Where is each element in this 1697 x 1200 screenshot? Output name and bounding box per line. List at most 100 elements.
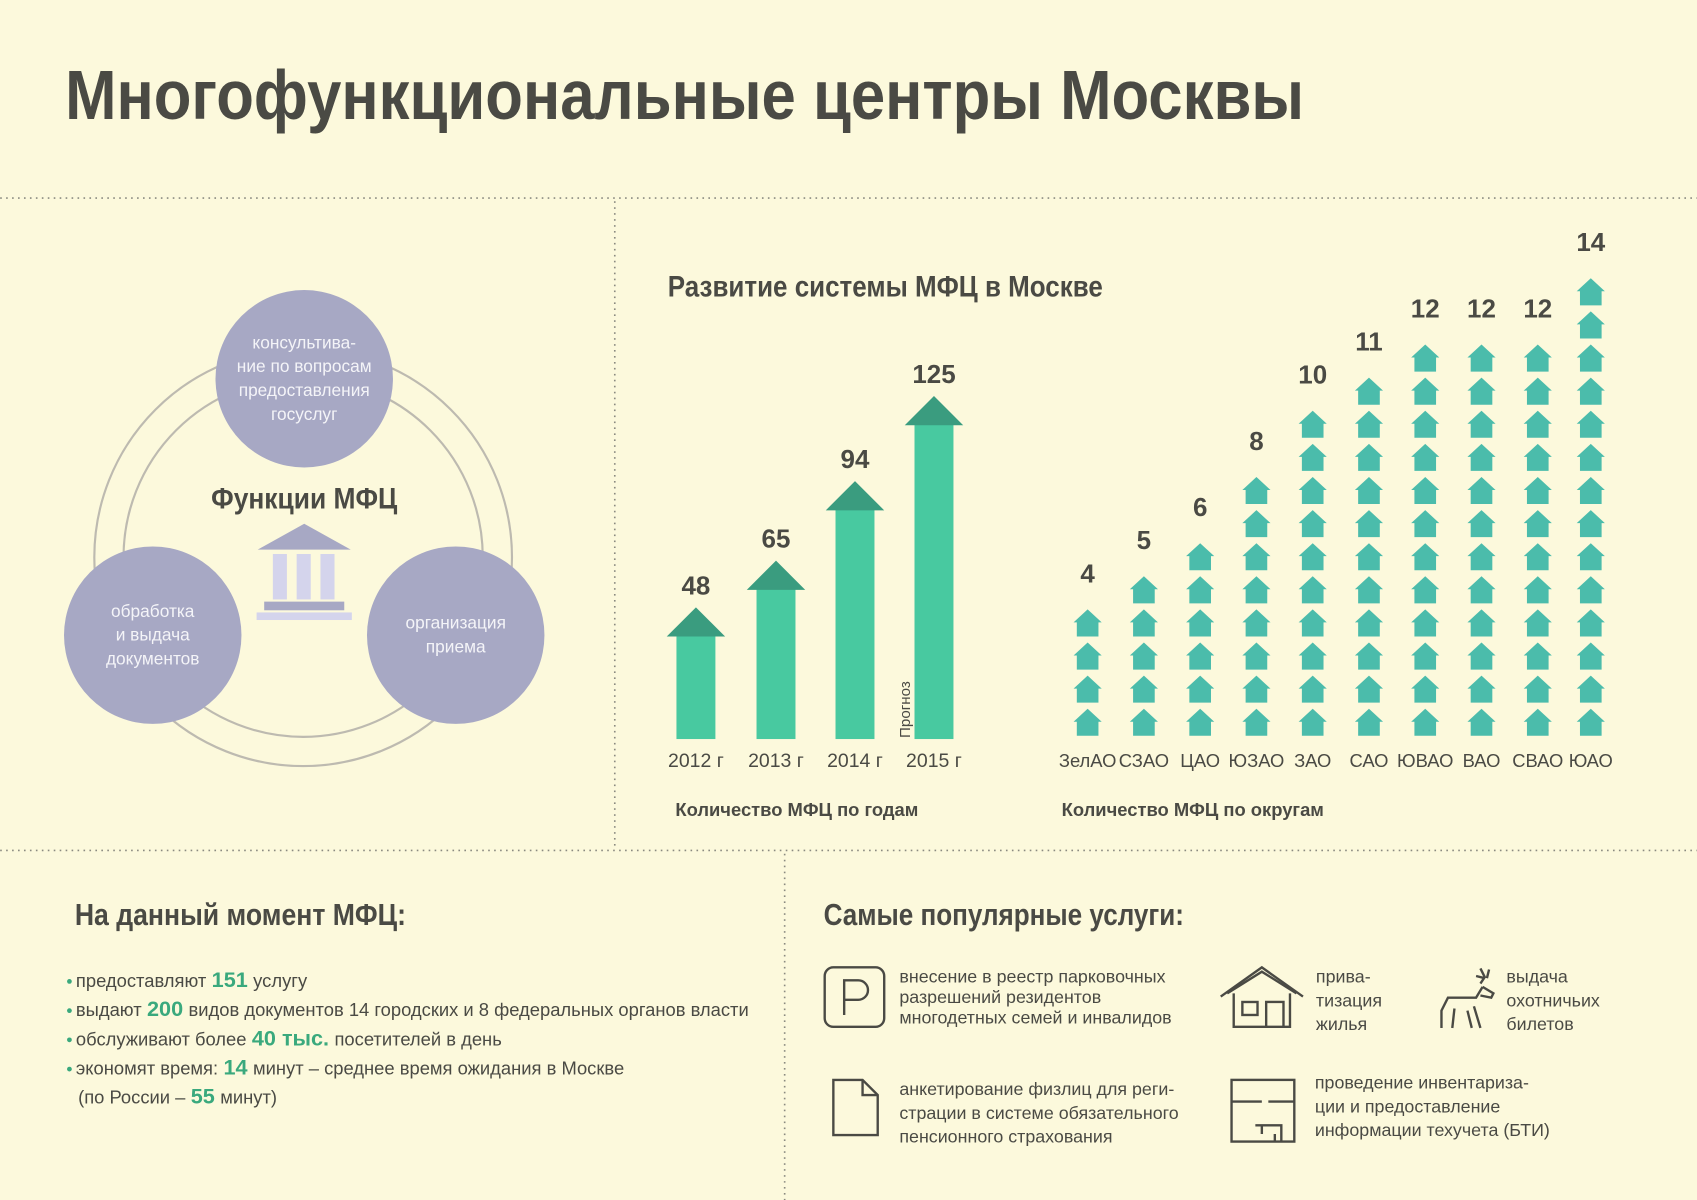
house <box>1186 543 1215 571</box>
bar-shaft <box>835 508 875 740</box>
text-line: ние по вопросам <box>237 356 372 376</box>
house <box>1129 642 1158 670</box>
floorplan-icon <box>1230 1078 1296 1143</box>
text-part: (по России – <box>78 1087 186 1108</box>
house <box>1523 443 1552 471</box>
house <box>1523 410 1552 438</box>
house <box>1129 708 1158 736</box>
house <box>1576 675 1605 703</box>
highlight-number: 200 <box>147 996 183 1021</box>
text-part: экономят время: <box>76 1057 218 1078</box>
house <box>1298 609 1327 637</box>
bar-shaft <box>914 423 954 740</box>
text-line: жилья <box>1316 1014 1367 1034</box>
value-label: 12 <box>1411 293 1440 323</box>
x-tick-label: ЮАО <box>1569 750 1613 771</box>
chart-caption: Количество МФЦ по округам <box>1062 799 1324 820</box>
x-tick-label: ВАО <box>1463 750 1501 771</box>
house <box>1354 410 1384 438</box>
highlight-number: 14 <box>224 1054 248 1079</box>
house <box>1129 675 1158 703</box>
text-line: консультива- <box>252 332 356 352</box>
functions-title: Функции МФЦ <box>211 484 398 516</box>
house <box>1576 443 1605 471</box>
house-column <box>1523 344 1552 736</box>
house <box>1576 344 1605 372</box>
building-icon <box>256 523 352 621</box>
house <box>1242 609 1271 637</box>
house <box>1186 576 1215 604</box>
house <box>1576 708 1605 736</box>
bar <box>904 396 964 740</box>
house-column <box>1129 576 1158 736</box>
house <box>1298 708 1327 736</box>
text-part: видов документов 14 городских и 8 федера… <box>189 999 749 1020</box>
highlight-number: 40 тыс. <box>252 1025 329 1050</box>
current-title: На данный момент МФЦ: <box>75 899 406 932</box>
house <box>1242 510 1271 538</box>
value-label: 6 <box>1193 492 1207 522</box>
bar-shaft <box>676 634 716 740</box>
house <box>1298 543 1327 571</box>
house <box>1467 410 1496 438</box>
bar <box>825 481 885 740</box>
house <box>1242 642 1271 670</box>
bullet <box>67 979 72 984</box>
house <box>1298 410 1327 438</box>
value-label: 12 <box>1523 293 1552 323</box>
house <box>1467 642 1496 670</box>
text-part: услугу <box>253 970 308 991</box>
bullet <box>67 1037 72 1043</box>
house <box>1298 675 1327 703</box>
house <box>1354 510 1384 538</box>
house <box>1298 576 1327 604</box>
house-column <box>1467 344 1496 736</box>
house <box>1576 311 1605 339</box>
bar-head <box>666 607 726 637</box>
x-tick-label: СВАО <box>1512 750 1563 771</box>
house <box>1354 576 1384 604</box>
house <box>1073 609 1102 637</box>
value-label: 12 <box>1467 293 1496 323</box>
bar <box>666 607 726 740</box>
house-column <box>1411 344 1440 736</box>
house <box>1129 609 1158 637</box>
house <box>1467 708 1496 736</box>
house <box>1411 708 1440 736</box>
house <box>1467 576 1496 604</box>
x-tick-label: 2015 г <box>906 750 962 772</box>
house <box>1411 543 1440 571</box>
text-line: обработка <box>111 601 195 621</box>
house <box>1242 708 1271 736</box>
house <box>1186 708 1215 736</box>
house <box>1411 377 1440 405</box>
x-tick-label: 2014 г <box>827 750 883 772</box>
house <box>1576 410 1605 438</box>
house <box>1523 344 1552 372</box>
house <box>1411 476 1440 505</box>
x-tick-label: СЗАО <box>1119 750 1169 771</box>
value-label: 11 <box>1355 327 1382 357</box>
house <box>1242 576 1271 604</box>
house <box>1467 344 1496 372</box>
text-line: госуслуг <box>271 404 337 424</box>
house <box>1576 377 1605 405</box>
x-tick-label: ЮВАО <box>1397 750 1453 771</box>
house <box>1073 708 1102 736</box>
house <box>1576 642 1605 670</box>
house <box>1354 675 1384 703</box>
stat-item: выдают 200 видов документов 14 городских и… <box>76 996 749 1021</box>
bar-head <box>746 560 806 590</box>
value-label: 125 <box>912 359 955 389</box>
house <box>1242 476 1271 505</box>
house <box>1467 609 1496 637</box>
house <box>1298 443 1327 471</box>
house <box>1523 476 1552 505</box>
house-icon <box>1220 965 1304 1029</box>
house <box>1523 609 1552 637</box>
text-line: организация <box>405 613 506 633</box>
house <box>1467 476 1496 505</box>
x-tick-label: 2013 г <box>748 750 804 772</box>
house <box>1354 476 1384 505</box>
